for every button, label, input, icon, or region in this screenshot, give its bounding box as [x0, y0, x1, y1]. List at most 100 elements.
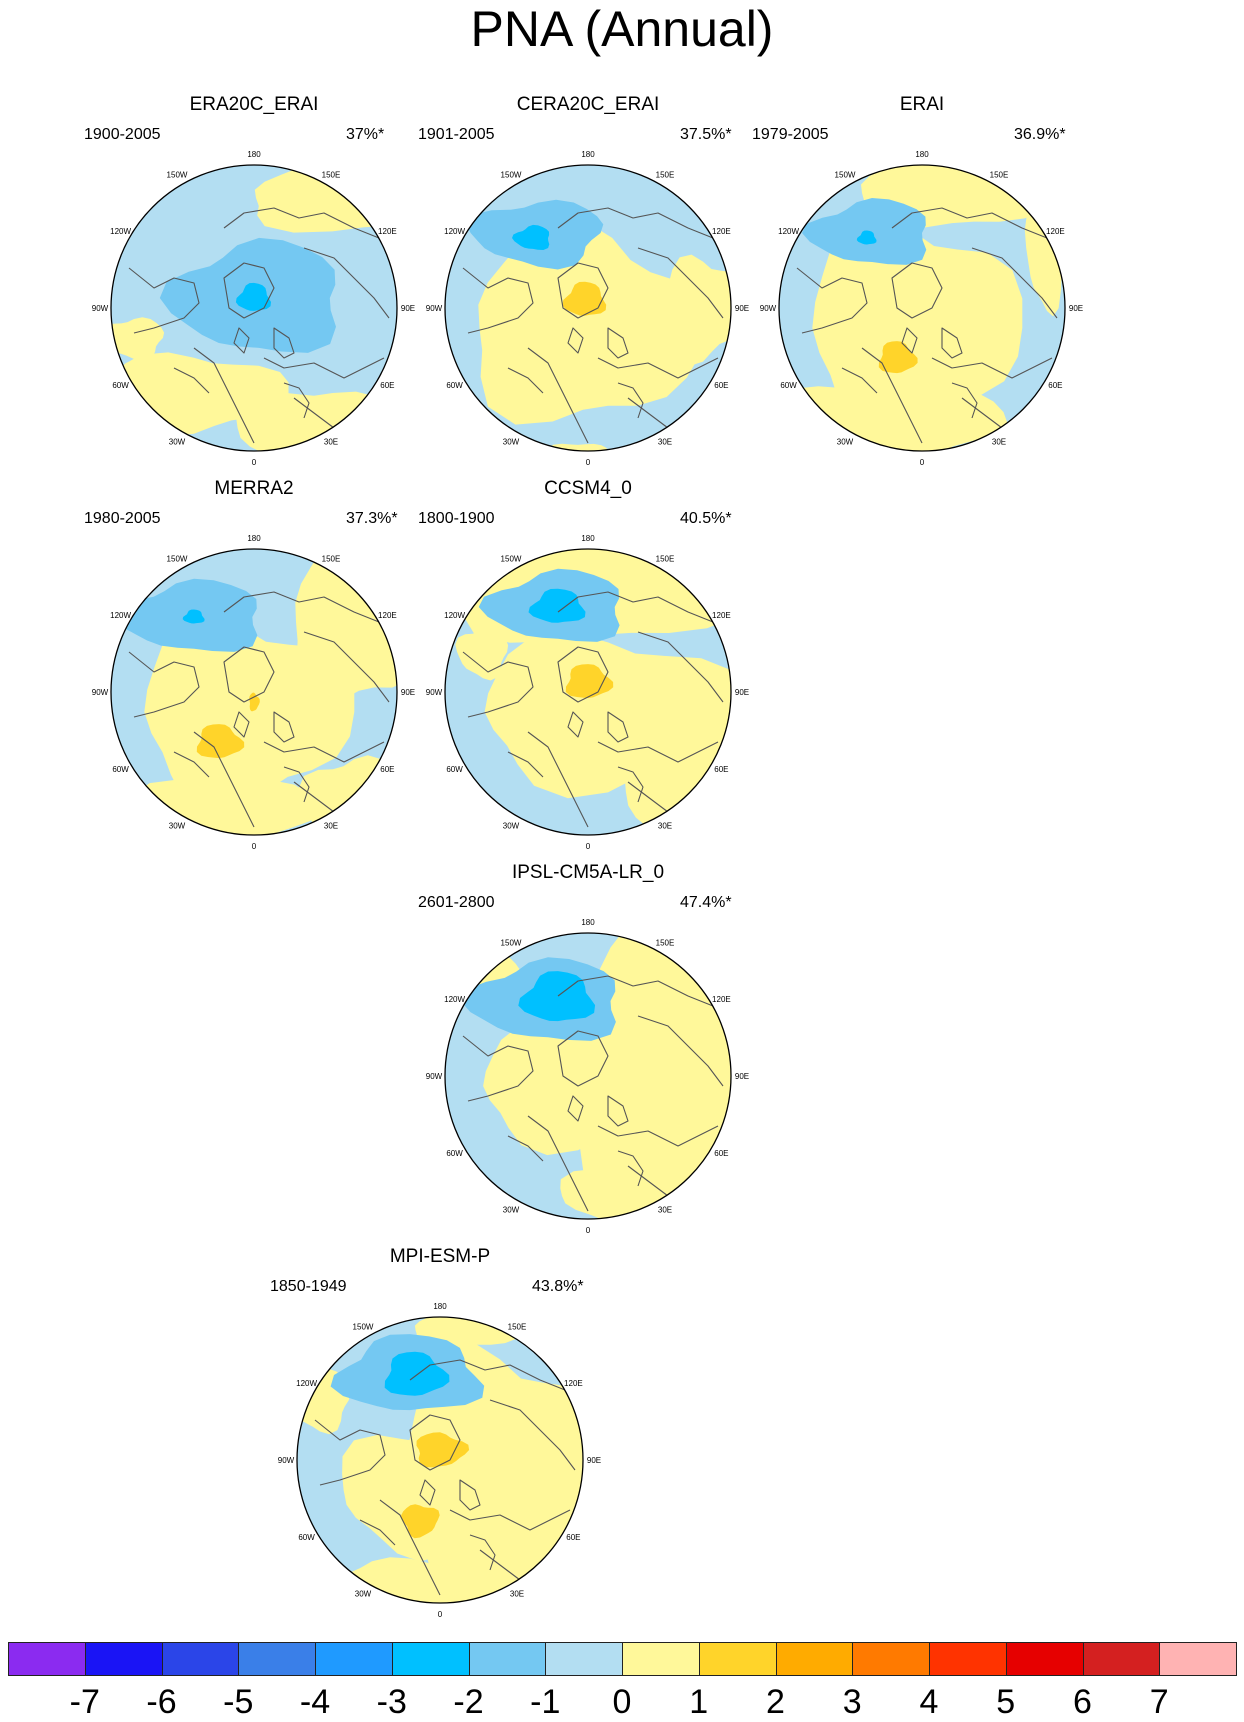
- panel-variance: 43.8%*: [532, 1278, 584, 1295]
- colorbar-box: [929, 1642, 1007, 1676]
- lon-label: 180: [915, 150, 929, 159]
- panel-period: 2601-2800: [418, 894, 495, 911]
- lon-label: 30E: [658, 1205, 672, 1214]
- lon-label: 120W: [778, 227, 799, 236]
- colorbar-label: -3: [376, 1683, 407, 1721]
- lon-label: 120W: [444, 995, 465, 1004]
- lon-label: 120E: [712, 611, 731, 620]
- lon-label: 150E: [508, 1323, 527, 1332]
- polar-map: 180 150E 120E 90E 60E 30E 0 30W 60W 90W 120W 150W: [426, 150, 749, 467]
- lon-label: 60W: [446, 1149, 463, 1158]
- lon-label: 120E: [1046, 227, 1065, 236]
- lon-label: 180: [247, 534, 261, 543]
- lon-label: 120W: [296, 1379, 317, 1388]
- lon-label: 90E: [401, 688, 415, 697]
- map-panel: MPI-ESM-P 1850-1949 43.8%* 180 150E 120E 90…: [270, 1246, 670, 1626]
- colorbar-label: -7: [69, 1683, 100, 1721]
- lon-label: 120E: [378, 611, 397, 620]
- map-panel: MERRA2 1980-2005 37.3%* 180 150E 120E 90E 60…: [84, 478, 484, 858]
- lon-label: 90W: [92, 304, 109, 313]
- lon-label: 60E: [714, 1149, 728, 1158]
- lon-label: 180: [581, 534, 595, 543]
- lon-label: 150W: [835, 171, 856, 180]
- lon-label: 30E: [658, 821, 672, 830]
- lon-label: 30W: [355, 1589, 372, 1598]
- lon-label: 120W: [110, 227, 131, 236]
- lon-label: 60E: [714, 381, 728, 390]
- lon-label: 120W: [110, 611, 131, 620]
- lon-label: 60E: [380, 765, 394, 774]
- map-panel: ERAI 1979-2005 36.9%* 180 150E 120E 90E 60E 3…: [752, 94, 1152, 474]
- figure-title: PNA (Annual): [470, 1, 774, 57]
- polar-map: 180 150E 120E 90E 60E 30E 0 30W 60W 90W 120W 150W: [760, 150, 1083, 467]
- polar-map: 180 150E 120E 90E 60E 30E 0 30W 60W 90W 120W 150W: [92, 534, 415, 851]
- panel-period: 1850-1949: [270, 1278, 347, 1295]
- panel-title: IPSL-CM5A-LR_0: [511, 862, 665, 883]
- lon-label: 0: [252, 458, 257, 467]
- colorbar-label: 3: [842, 1683, 862, 1721]
- polar-map: 180 150E 120E 90E 60E 30E 0 30W 60W 90W 120W 150W: [426, 534, 749, 851]
- lon-label: 150W: [501, 555, 522, 564]
- panel-period: 1800-1900: [418, 510, 495, 527]
- colorbar-box: [315, 1642, 393, 1676]
- lon-label: 30W: [503, 821, 520, 830]
- lon-label: 60E: [380, 381, 394, 390]
- lon-label: 30E: [992, 437, 1006, 446]
- lon-label: 60W: [446, 381, 463, 390]
- lon-label: 120W: [444, 611, 465, 620]
- panel-variance: 36.9%*: [1014, 126, 1066, 143]
- lon-label: 90W: [426, 304, 443, 313]
- lon-label: 60E: [566, 1533, 580, 1542]
- lon-label: 90E: [735, 688, 749, 697]
- map-panel: CERA20C_ERAI 1901-2005 37.5%* 180 150E 120…: [418, 94, 818, 474]
- colorbar-label: 6: [1073, 1683, 1092, 1721]
- colorbar-box: [1159, 1642, 1237, 1676]
- lon-label: 120E: [564, 1379, 583, 1388]
- panel-variance: 37.5%*: [680, 126, 732, 143]
- lon-label: 150E: [322, 171, 341, 180]
- lon-label: 0: [920, 458, 925, 467]
- map-boundary: [110, 164, 398, 452]
- lon-label: 60W: [112, 381, 129, 390]
- panel-period: 1901-2005: [418, 126, 495, 143]
- colorbar-box: [775, 1642, 854, 1676]
- lon-label: 30E: [658, 437, 672, 446]
- lon-label: 90W: [426, 688, 443, 697]
- colorbar-box: [84, 1642, 163, 1676]
- lon-label: 120W: [444, 227, 465, 236]
- colorbar-box: [8, 1642, 86, 1676]
- lon-label: 90E: [587, 1456, 601, 1465]
- lon-label: 120E: [378, 227, 397, 236]
- lon-label: 90W: [760, 304, 777, 313]
- colorbar-label: 4: [919, 1683, 939, 1721]
- colorbar-box: [1005, 1642, 1084, 1676]
- lon-label: 150E: [990, 171, 1009, 180]
- map-boundary: [110, 548, 398, 836]
- panel-period: 1900-2005: [84, 126, 161, 143]
- lon-label: 180: [581, 150, 595, 159]
- colorbar-box: [1082, 1642, 1161, 1676]
- colorbar-box: [161, 1642, 240, 1676]
- lon-label: 30W: [169, 821, 186, 830]
- map-panel: CCSM4_0 1800-1900 40.5%* 180 150E 120E 90E 6…: [418, 478, 818, 858]
- lon-label: 60W: [780, 381, 797, 390]
- lon-label: 150W: [501, 939, 522, 948]
- panel-period: 1980-2005: [84, 510, 161, 527]
- panel-variance: 37%*: [346, 126, 385, 143]
- lon-label: 150E: [656, 555, 675, 564]
- colorbar-label: -2: [453, 1683, 484, 1721]
- lon-label: 90E: [735, 304, 749, 313]
- lon-label: 0: [252, 842, 257, 851]
- colorbar: [8, 1642, 1237, 1678]
- lon-label: 150E: [656, 171, 675, 180]
- lon-label: 180: [581, 918, 595, 927]
- lon-label: 0: [586, 842, 591, 851]
- lon-label: 90E: [401, 304, 415, 313]
- lon-label: 180: [247, 150, 261, 159]
- panel-title: ERAI: [899, 94, 945, 115]
- colorbar-box: [622, 1642, 700, 1676]
- lon-label: 30W: [837, 437, 854, 446]
- panel-title: CERA20C_ERAI: [516, 94, 660, 115]
- lon-label: 30E: [324, 437, 338, 446]
- panel-variance: 37.3%*: [346, 510, 398, 527]
